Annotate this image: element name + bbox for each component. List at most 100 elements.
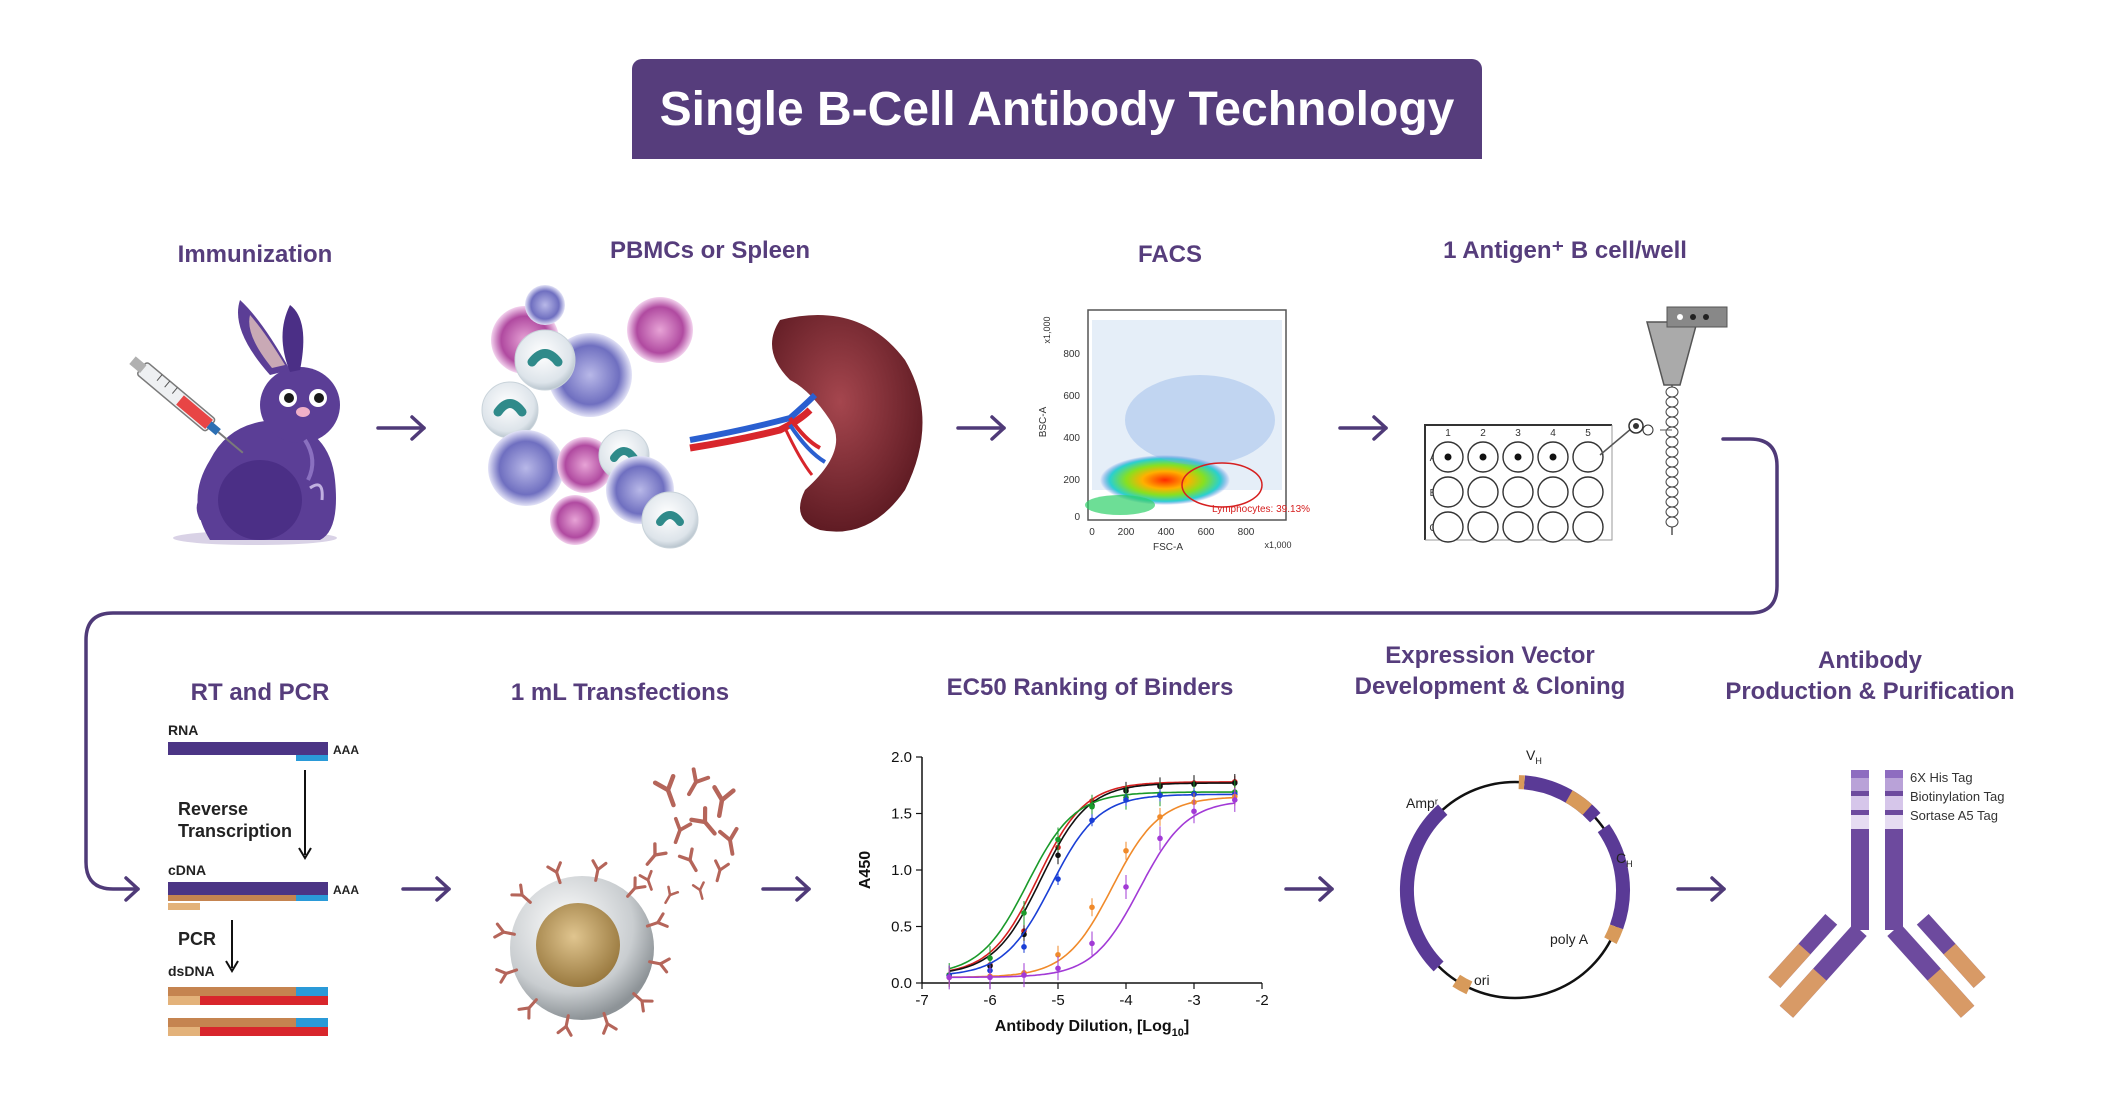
ec50-ytick-label: 0.5 <box>891 919 912 936</box>
rabbit-illustration <box>173 300 340 545</box>
plate-col-label: 5 <box>1585 428 1591 439</box>
plasmid-marker <box>1452 974 1473 995</box>
antibody-glyph-icon <box>714 859 730 883</box>
step-label-antigen-cell: 1 Antigen⁺ B cell/well <box>1443 237 1687 264</box>
ec50-data-point <box>1021 931 1027 938</box>
syringe-icon <box>129 356 244 454</box>
plasmid-ori-label: ori <box>1474 972 1490 988</box>
rna-label: RNA <box>168 722 198 738</box>
sorter-droplet <box>1665 456 1679 468</box>
facs-xtick-3: 600 <box>1198 527 1215 538</box>
ec50-xlabel-main: Antibody Dilution, [Log <box>995 1018 1172 1035</box>
step-label-antibody-line1: Antibody <box>1818 647 1922 674</box>
plate-col-label: 4 <box>1550 428 1556 439</box>
facs-xtick-4: 800 <box>1238 527 1255 538</box>
plate-well <box>1467 476 1499 508</box>
sorter-droplet <box>1665 466 1679 478</box>
plate-col-label: 2 <box>1480 428 1486 439</box>
ec50-xtick-label: -6 <box>983 992 996 1009</box>
antibody-glyph-icon <box>591 859 608 882</box>
facs-yscale: x1,000 <box>1042 316 1052 343</box>
antibody-glyph-icon <box>645 912 669 928</box>
ec50-series-line <box>949 796 1235 978</box>
plasmid-ampr-segment <box>1399 804 1448 972</box>
antibody-glyph-icon <box>517 998 538 1020</box>
ec50-data-point <box>1055 951 1061 958</box>
step-label-antibody: Antibody Production & Purification <box>1700 645 2040 707</box>
ec50-ytick-label: 0.0 <box>891 975 912 992</box>
plate-well <box>1572 476 1604 508</box>
ec50-data-point <box>1089 940 1095 947</box>
facs-plot: Lymphocytes: 39.13% 0 200 400 600 800 0 … <box>1038 309 1310 553</box>
ec50-data-point <box>1089 803 1095 810</box>
facs-xscale: x1,000 <box>1264 540 1291 550</box>
ec50-ytick-label: 2.0 <box>891 749 912 766</box>
tag-his: 6X His Tag <box>1910 770 1973 785</box>
ec50-xtick-label: -3 <box>1187 992 1200 1009</box>
plate-well <box>1537 511 1569 543</box>
facs-ytick-2: 400 <box>1063 433 1080 444</box>
antibody-glyph-icon <box>677 847 698 873</box>
facs-xtick-1: 200 <box>1118 527 1135 538</box>
step-label-antibody-line2: Production & Purification <box>1725 678 2015 705</box>
antibody-glyph-icon <box>626 876 647 898</box>
ec50-data-point <box>1055 876 1061 882</box>
spleen-illustration <box>689 315 923 532</box>
ec50-data-point <box>1089 817 1095 824</box>
arrow-1-icon <box>376 415 426 441</box>
sorter-droplet <box>1665 486 1679 498</box>
antibody-glyph-icon <box>645 842 668 866</box>
facs-ytick-0: 0 <box>1074 512 1080 523</box>
transfection-illustration <box>493 767 739 1037</box>
facs-ytick-3: 600 <box>1063 391 1080 402</box>
antibody-glyph-icon <box>673 816 693 845</box>
sorter-droplet <box>1665 496 1679 508</box>
step-label-vector-line2: Development & Cloning <box>1354 673 1626 700</box>
ec50-data-point <box>1055 836 1061 843</box>
antibody-glyph-icon <box>664 885 680 905</box>
antibody-glyph-icon <box>510 883 532 904</box>
plasmid-ch-label: CH <box>1616 850 1633 869</box>
dsdna-label: dsDNA <box>168 963 215 979</box>
polya-1: AAA <box>333 743 359 757</box>
ec50-xtick-label: -2 <box>1255 992 1268 1009</box>
connector-arrowhead-icon <box>124 876 140 902</box>
plasmid-vh-label: VH <box>1526 747 1542 766</box>
ec50-series-line <box>949 802 1235 979</box>
plasmid-map: Ampʳ VH CH poly A ori <box>1399 747 1633 1000</box>
step-label-facs: FACS <box>1137 241 1202 268</box>
antibody-glyph-icon <box>652 773 676 808</box>
ec50-data-point <box>1157 814 1163 820</box>
sorter-droplet <box>1665 426 1679 438</box>
ec50-data-point <box>1021 910 1027 916</box>
plasmid-ampr-label: Ampʳ <box>1406 795 1439 811</box>
ec50-data-point <box>987 955 993 961</box>
ec50-data-point <box>1123 797 1129 803</box>
secreted-antibodies <box>638 767 739 905</box>
page-title: Single B-Cell Antibody Technology <box>659 82 1455 136</box>
sorter-droplet <box>1665 506 1679 518</box>
step-label-vector: Expression Vector Development & Cloning <box>1325 640 1655 702</box>
arrow-7-icon <box>1676 876 1726 902</box>
tag-sortase: Sortase A5 Tag <box>1910 808 1998 823</box>
sorter-droplet <box>1665 386 1679 398</box>
ec50-ytick-label: 1.5 <box>891 806 912 823</box>
facs-xtick-2: 400 <box>1158 527 1175 538</box>
facs-xtick-0: 0 <box>1089 527 1095 538</box>
sorter-droplet <box>1665 436 1679 448</box>
well-cell-dot <box>1549 453 1557 461</box>
plasmid-vh-text: V <box>1526 747 1536 763</box>
ec50-xtick-label: -7 <box>915 992 928 1009</box>
surface-antibodies <box>493 859 671 1037</box>
step-label-pbmcs: PBMCs or Spleen <box>609 237 811 264</box>
antibody-glyph-icon <box>691 881 705 900</box>
sorter-droplet <box>1665 396 1679 408</box>
flow-arrows <box>84 415 1779 902</box>
facs-gate-label: Lymphocytes: 39.13% <box>1212 504 1310 515</box>
polya-2: AAA <box>333 883 359 897</box>
plate-well <box>1502 511 1534 543</box>
arrow-4-icon <box>401 876 451 902</box>
sorter-droplet <box>1665 406 1679 418</box>
